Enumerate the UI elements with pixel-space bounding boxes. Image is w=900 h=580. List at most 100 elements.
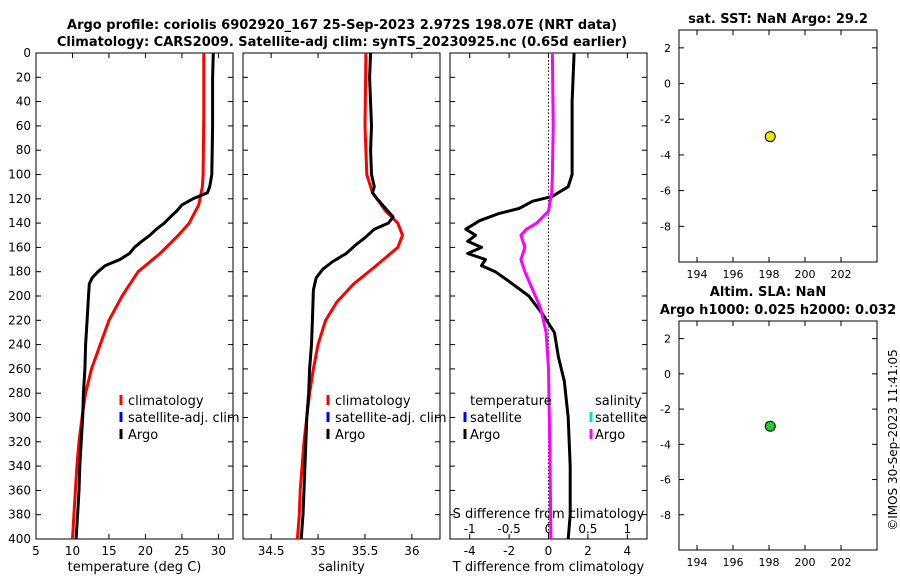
sst-lon-tick-label: 202 xyxy=(831,268,852,281)
depth-tick-label: 80 xyxy=(16,143,31,157)
legend-label: climatology xyxy=(128,394,204,409)
legend-s-title: salinity xyxy=(595,394,642,409)
difference-x-tick-label: -4 xyxy=(464,544,476,558)
depth-tick-label: 140 xyxy=(8,216,31,230)
sla-lat-tick-label: 2 xyxy=(664,333,671,346)
difference-top-tick-label: 1 xyxy=(623,522,631,536)
depth-tick-label: 0 xyxy=(23,46,31,60)
temperature-x-tick-label: 15 xyxy=(101,544,116,558)
sla-lon-tick-label: 198 xyxy=(759,556,780,569)
depth-tick-label: 280 xyxy=(8,386,31,400)
sla-lon-tick-label: 196 xyxy=(723,556,744,569)
depth-tick-label: 40 xyxy=(16,95,31,109)
salinity-panel: 34.5 35 35.5 36 salinity climatology satellite… xyxy=(242,52,447,575)
difference-panel: -4 -2 0 2 4 T difference from climatology S di… xyxy=(449,52,648,575)
legend-label: satellite xyxy=(595,411,647,426)
difference-x-tick-label: -2 xyxy=(503,544,515,558)
depth-tick-label: 320 xyxy=(8,435,31,449)
sla-location-marker xyxy=(764,420,776,432)
legend-label: Argo xyxy=(335,428,365,443)
difference-x-tick-label: 4 xyxy=(623,544,631,558)
depth-tick-label: 60 xyxy=(16,119,31,133)
sst-lat-tick-label: 0 xyxy=(664,78,671,91)
sst-lat-tick-label: -2 xyxy=(660,113,671,126)
salinity-x-tick-label: 35 xyxy=(310,544,325,558)
sla-title2: Argo h1000: 0.025 h2000: 0.032 xyxy=(660,303,896,318)
legend-label: Argo xyxy=(128,428,158,443)
difference-top-tick-label: -0.5 xyxy=(497,522,520,536)
temperature-x-tick-label: 25 xyxy=(174,544,189,558)
sst-lat-tick-label: 2 xyxy=(664,42,671,55)
temperature-x-tick-label: 5 xyxy=(32,544,40,558)
temperature-x-tick-label: 30 xyxy=(211,544,226,558)
temperature-xlabel: temperature (deg C) xyxy=(68,560,202,575)
salinity-x-tick-label: 35.5 xyxy=(352,544,379,558)
depth-tick-label: 340 xyxy=(8,459,31,473)
timestamp: ©IMOS 30-Sep-2023 11:41:05 xyxy=(886,349,900,531)
depth-tick-label: 300 xyxy=(8,411,31,425)
sla-title: Altim. SLA: NaN xyxy=(710,285,826,300)
sla-lon-tick-label: 200 xyxy=(795,556,816,569)
depth-tick-label: 240 xyxy=(8,338,31,352)
difference-top-xlabel: S difference from climatology xyxy=(453,507,645,522)
sst-lon-tick-label: 200 xyxy=(795,268,816,281)
sst-axes-box xyxy=(678,29,878,263)
legend-label: satellite xyxy=(470,411,522,426)
depth-tick-label: 120 xyxy=(8,192,31,206)
title-line1: Argo profile: coriolis 6902920_167 25-Se… xyxy=(67,18,617,33)
legend-label: satellite-adj. clim xyxy=(128,411,240,426)
salinity-x-tick-label: 34.5 xyxy=(258,544,285,558)
sla-lat-tick-label: -8 xyxy=(660,509,671,522)
temperature-x-tick-label: 10 xyxy=(65,544,80,558)
depth-tick-label: 360 xyxy=(8,483,31,497)
temperature-series-argo xyxy=(74,52,215,540)
legend-label: climatology xyxy=(335,394,411,409)
legend-label: Argo xyxy=(595,428,625,443)
difference-series-t-argo xyxy=(464,52,576,540)
legend-t-title: temperature xyxy=(470,394,552,409)
sst-location-marker xyxy=(764,131,776,143)
sla-lon-tick-label: 194 xyxy=(687,556,708,569)
sst-title: sat. SST: NaN Argo: 29.2 xyxy=(688,12,868,27)
sst-lon-tick-label: 196 xyxy=(723,268,744,281)
depth-tick-label: 380 xyxy=(8,508,31,522)
salinity-x-tick-label: 36 xyxy=(404,544,419,558)
difference-series-s-argo xyxy=(519,52,555,540)
depth-tick-label: 220 xyxy=(8,313,31,327)
sla-panel: 2 0 -2 -4 -6 -8 194 196 198 200 202 xyxy=(660,320,878,569)
salinity-series-argo xyxy=(299,52,395,540)
legend-label: Argo xyxy=(470,428,500,443)
temperature-x-tick-label: 20 xyxy=(138,544,153,558)
sla-lat-tick-label: -6 xyxy=(660,474,671,487)
difference-x-tick-label: 0 xyxy=(545,544,553,558)
sla-axes-box xyxy=(678,320,878,551)
sla-lat-tick-label: -2 xyxy=(660,403,671,416)
title-line2: Climatology: CARS2009. Satellite-adj cli… xyxy=(57,35,627,50)
temperature-panel: 0 20 40 60 80 100 120 140 160 180 200 220 240 260 280 3… xyxy=(8,46,240,575)
sst-lat-tick-label: -4 xyxy=(660,149,671,162)
depth-tick-label: 200 xyxy=(8,289,31,303)
depth-tick-label: 180 xyxy=(8,265,31,279)
sla-lon-tick-label: 202 xyxy=(831,556,852,569)
depth-tick-label: 260 xyxy=(8,362,31,376)
sst-lon-tick-label: 198 xyxy=(759,268,780,281)
sst-lat-tick-label: -8 xyxy=(660,220,671,233)
difference-top-tick-label: -1 xyxy=(464,522,476,536)
sla-lat-tick-label: 0 xyxy=(664,368,671,381)
depth-tick-label: 20 xyxy=(16,70,31,84)
sst-lat-tick-label: -6 xyxy=(660,185,671,198)
legend-label: satellite-adj. clim xyxy=(335,411,447,426)
depth-tick-label: 160 xyxy=(8,240,31,254)
salinity-xlabel: salinity xyxy=(318,560,365,575)
temperature-series-climatology xyxy=(71,53,206,540)
difference-top-tick-label: 0 xyxy=(545,522,553,536)
difference-x-tick-label: 2 xyxy=(584,544,592,558)
sst-lon-tick-label: 194 xyxy=(687,268,708,281)
difference-top-tick-label: 0.5 xyxy=(578,522,597,536)
depth-tick-label: 400 xyxy=(8,532,31,546)
sst-panel: 2 0 -2 -4 -6 -8 194 196 198 200 202 xyxy=(660,29,878,281)
depth-tick-label: 100 xyxy=(8,168,31,182)
sla-lat-tick-label: -4 xyxy=(660,438,671,451)
difference-xlabel: T difference from climatology xyxy=(452,560,645,575)
